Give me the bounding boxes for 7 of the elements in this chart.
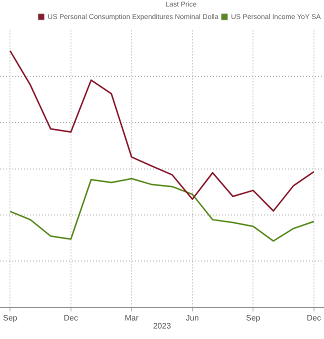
x-tick-label: Sep <box>246 313 261 322</box>
x-tick-label: Jun <box>186 313 199 322</box>
x-tick-label: Dec <box>306 313 321 322</box>
x-tick-label: Dec <box>64 313 78 322</box>
x-tick-label: Mar <box>124 313 139 322</box>
text: 2023 <box>153 322 172 331</box>
x-tick-label: Sep <box>3 313 18 322</box>
